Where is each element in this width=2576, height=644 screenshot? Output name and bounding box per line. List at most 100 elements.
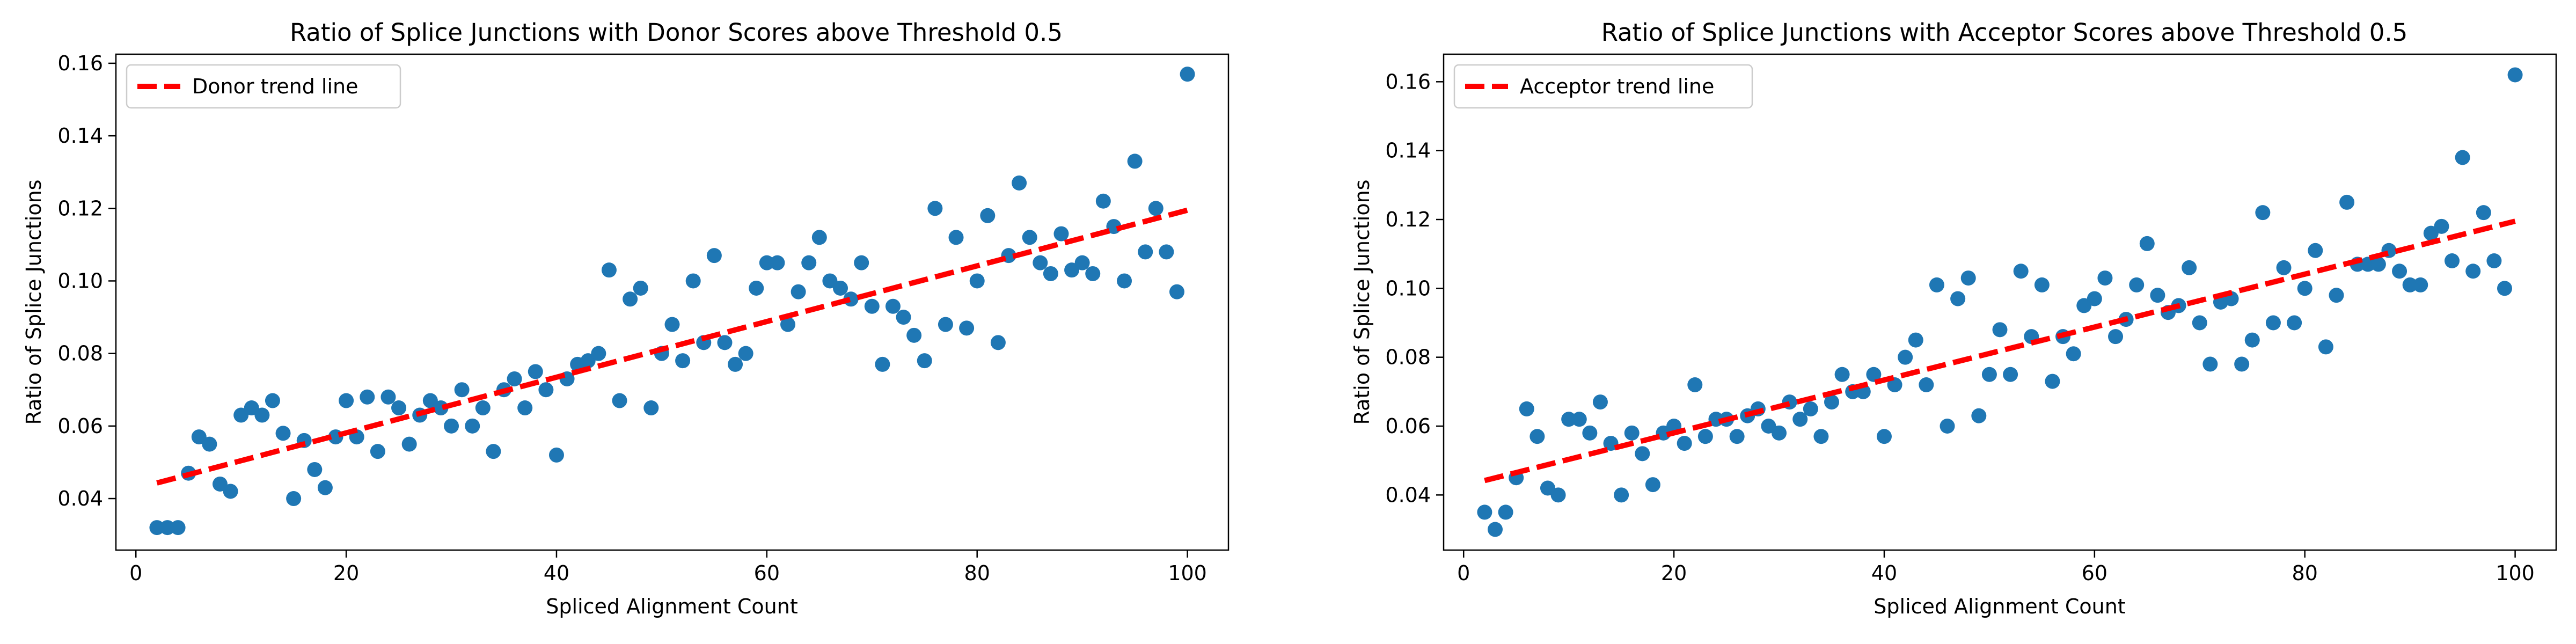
data-point: [2497, 281, 2512, 296]
data-point: [990, 335, 1006, 350]
data-point: [2108, 329, 2124, 345]
data-point: [2276, 260, 2292, 275]
data-point: [1992, 322, 2008, 338]
legend: Donor trend line: [126, 64, 401, 109]
data-point: [822, 273, 838, 289]
chart-title: Ratio of Splice Junctions with Donor Sco…: [290, 18, 1063, 47]
data-point: [969, 273, 985, 289]
x-tick-label: 80: [2292, 561, 2318, 585]
legend-box: [126, 64, 401, 109]
y-tick-label: 0.16: [57, 52, 103, 75]
data-point: [1929, 277, 1944, 292]
data-point: [2360, 257, 2376, 272]
data-point: [307, 462, 323, 477]
data-point: [601, 262, 617, 278]
x-tick-label: 20: [333, 561, 359, 585]
data-point: [2476, 205, 2491, 221]
x-tick-label: 100: [1168, 561, 1207, 585]
y-tick-label: 0.10: [1385, 276, 1431, 300]
data-point: [254, 407, 270, 423]
x-tick-label: 20: [1661, 561, 1687, 585]
data-point: [170, 520, 186, 536]
x-axis-label: Spliced Alignment Count: [1874, 595, 2125, 618]
data-point: [548, 447, 564, 463]
data-point: [1919, 377, 1934, 392]
data-point: [2202, 356, 2218, 372]
data-point: [591, 346, 606, 361]
data-point: [149, 520, 165, 536]
data-point: [1053, 226, 1069, 241]
data-point: [422, 393, 438, 408]
data-point: [465, 418, 480, 434]
data-point: [2392, 264, 2407, 279]
data-point: [370, 444, 385, 459]
data-point: [1148, 201, 1163, 216]
data-point: [339, 393, 354, 408]
data-point: [507, 371, 522, 386]
data-point: [1803, 401, 1818, 416]
y-tick-label: 0.10: [57, 269, 103, 292]
x-tick-label: 100: [2496, 561, 2535, 585]
x-tick-label: 0: [129, 561, 142, 585]
plot-frame: [1443, 53, 2557, 551]
data-point: [2192, 315, 2207, 331]
data-point: [1519, 401, 1534, 416]
data-point: [391, 400, 407, 416]
x-tick-label: 40: [544, 561, 569, 585]
data-point: [1085, 266, 1101, 281]
data-point: [1477, 504, 1492, 520]
data-point: [1876, 429, 1892, 444]
data-point: [854, 255, 869, 270]
data-point: [2465, 264, 2481, 279]
data-point: [1180, 67, 1195, 82]
data-point: [1729, 429, 1745, 444]
x-tick-label: 60: [754, 561, 780, 585]
data-point: [685, 273, 701, 289]
data-point: [1571, 412, 1587, 427]
data-point: [1834, 367, 1850, 382]
data-point: [2445, 253, 2460, 268]
legend-box: [1453, 64, 1753, 109]
data-point: [1687, 377, 1703, 392]
data-point: [1022, 230, 1037, 245]
y-tick-label: 0.16: [1385, 70, 1431, 93]
data-point: [1960, 270, 1976, 286]
y-axis-label: Ratio of Splice Junctions: [22, 180, 46, 425]
data-point: [2034, 277, 2050, 292]
data-point: [885, 298, 901, 314]
y-tick-label: 0.12: [57, 196, 103, 220]
data-point: [927, 201, 943, 216]
data-point: [864, 298, 880, 314]
data-point: [1697, 429, 1713, 444]
data-point: [917, 353, 932, 369]
data-point: [580, 353, 596, 369]
data-point: [1159, 244, 1174, 260]
data-point: [2507, 67, 2523, 83]
data-point: [1488, 522, 1503, 537]
data-point: [1940, 419, 1955, 434]
data-point: [1550, 487, 1566, 503]
data-point: [401, 436, 417, 452]
plot-area: [1444, 54, 2556, 550]
x-tick-label: 40: [1871, 561, 1897, 585]
data-point: [1074, 255, 1090, 270]
data-point: [1677, 436, 1692, 451]
data-point: [202, 436, 217, 452]
data-point: [2434, 218, 2449, 234]
data-point: [643, 400, 659, 416]
data-point: [1866, 367, 1882, 382]
data-point: [770, 255, 785, 270]
data-point: [538, 382, 554, 398]
y-tick-label: 0.14: [57, 124, 103, 148]
trend-line: [156, 207, 1188, 486]
data-point: [2244, 332, 2260, 348]
data-point: [233, 407, 249, 423]
plot-area: [116, 54, 1228, 550]
data-point: [2129, 277, 2145, 292]
data-point: [2308, 243, 2323, 258]
data-point: [2297, 281, 2312, 296]
plot-frame: [115, 53, 1230, 551]
data-point: [286, 491, 302, 507]
data-point: [517, 400, 533, 416]
data-point: [2370, 257, 2386, 272]
